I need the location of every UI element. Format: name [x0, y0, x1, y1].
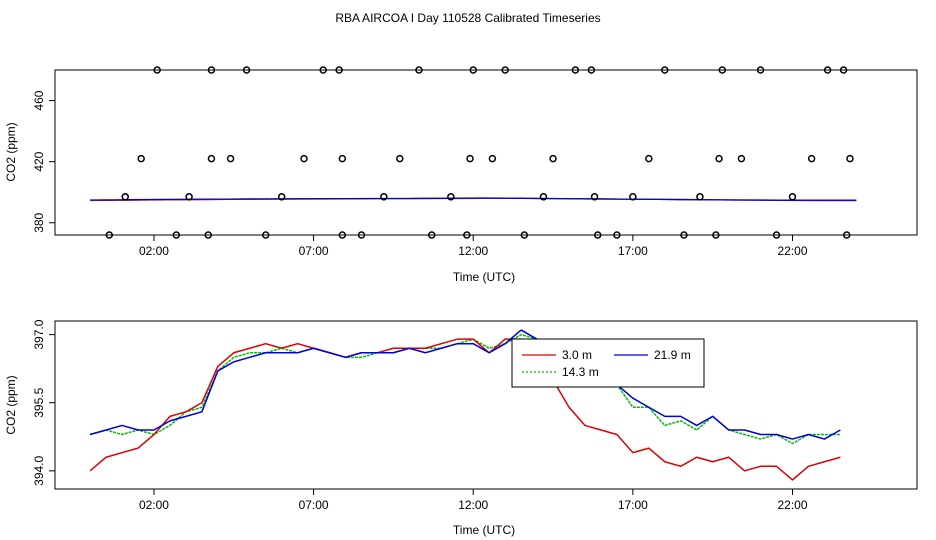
data-point [571, 66, 580, 74]
legend-label-14m: 14.3 m [562, 365, 599, 379]
panel-1-y-label: CO2 (ppm) [4, 122, 18, 181]
data-point [846, 154, 854, 163]
panel-2-y-label: CO2 (ppm) [4, 375, 18, 434]
panel-1-x-label: Time (UTC) [453, 270, 515, 284]
data-point [185, 193, 193, 201]
data-point [204, 231, 212, 239]
data-point [300, 154, 308, 163]
panel-1-frame [54, 69, 918, 236]
panel-2-x-axis: 02:00 07:00 12:00 17:00 22:00 [139, 489, 808, 512]
data-point [463, 231, 471, 239]
data-point [153, 66, 161, 74]
data-point [718, 66, 727, 74]
x-tick-label: 02:00 [139, 498, 169, 512]
data-point [549, 154, 557, 163]
data-point [696, 193, 704, 201]
data-point [715, 154, 723, 163]
data-point [137, 154, 145, 163]
legend: 3.0 m 21.9 m 14.3 m [511, 338, 705, 388]
data-point [587, 66, 596, 74]
x-tick-label: 12:00 [458, 244, 488, 258]
data-point [357, 231, 366, 239]
data-point [593, 231, 602, 239]
series-line-3-0-m [89, 338, 841, 481]
data-point [447, 193, 455, 201]
data-point [338, 231, 347, 239]
x-tick-label: 17:00 [618, 244, 648, 258]
data-point [772, 231, 781, 239]
legend-label-3m: 3.0 m [562, 348, 592, 362]
series-line-14-3-m [89, 333, 841, 445]
panel-2-series [89, 329, 841, 481]
panel-2-frame [54, 320, 918, 490]
y-tick-label: 394.0 [32, 455, 46, 485]
legend-label-21m: 21.9 m [654, 348, 691, 362]
panel-2-y-axis: 394.0 395.5 397.0 [32, 319, 55, 486]
data-point [645, 154, 653, 163]
data-point [380, 193, 388, 201]
y-tick-label: 460 [32, 90, 46, 110]
data-point [613, 231, 621, 239]
data-point [261, 231, 270, 239]
y-tick-label: 395.5 [32, 387, 46, 417]
data-point [427, 231, 436, 239]
panel-1-series-line-2 [90, 197, 857, 201]
data-point [501, 66, 509, 74]
data-point [839, 66, 848, 74]
x-tick-label: 07:00 [299, 498, 329, 512]
data-point [661, 66, 669, 74]
data-point [319, 66, 327, 74]
data-point [807, 154, 816, 163]
data-point [712, 231, 720, 239]
data-point [469, 66, 477, 74]
data-point [207, 154, 216, 163]
data-point [466, 154, 474, 163]
chart-title: RBA AIRCOA I Day 110528 Calibrated Times… [335, 11, 600, 25]
data-point [737, 154, 746, 163]
panel-1-y-axis: 380 420 460 [32, 90, 55, 233]
data-point [756, 66, 765, 74]
data-point [415, 66, 423, 74]
y-tick-label: 397.0 [32, 319, 46, 349]
data-point [226, 154, 235, 163]
data-point [788, 193, 797, 201]
data-point [335, 66, 343, 74]
data-point [338, 154, 347, 163]
panel-1-points [105, 66, 854, 239]
data-point [207, 66, 216, 74]
data-point [242, 66, 251, 74]
panel-1-series [90, 197, 857, 202]
data-point [629, 193, 637, 201]
data-point [520, 231, 529, 239]
x-tick-label: 22:00 [777, 244, 807, 258]
x-tick-label: 22:00 [777, 498, 807, 512]
data-point [172, 231, 181, 239]
data-point [823, 66, 832, 74]
data-point [590, 193, 599, 201]
data-point [843, 231, 851, 239]
x-tick-label: 02:00 [139, 244, 169, 258]
y-tick-label: 420 [32, 151, 46, 171]
y-tick-label: 380 [32, 212, 46, 232]
data-point [396, 154, 404, 163]
x-tick-label: 17:00 [618, 498, 648, 512]
scatter-panel: 02:00 07:00 12:00 17:00 22:00 380 420 460 Time… [4, 66, 918, 284]
panel-2-x-label: Time (UTC) [453, 523, 515, 537]
x-tick-label: 12:00 [458, 498, 488, 512]
panel-1-x-axis: 02:00 07:00 12:00 17:00 22:00 [139, 235, 808, 258]
line-panel: 02:00 07:00 12:00 17:00 22:00 394.0 395.5 397.… [4, 319, 918, 537]
data-point [277, 193, 286, 201]
series-line-21-9-m [89, 329, 841, 440]
data-point [539, 193, 548, 201]
data-point [488, 154, 497, 163]
data-point [105, 231, 114, 239]
data-point [121, 193, 129, 201]
legend-box [511, 338, 705, 388]
x-tick-label: 07:00 [299, 244, 329, 258]
data-point [680, 231, 688, 239]
